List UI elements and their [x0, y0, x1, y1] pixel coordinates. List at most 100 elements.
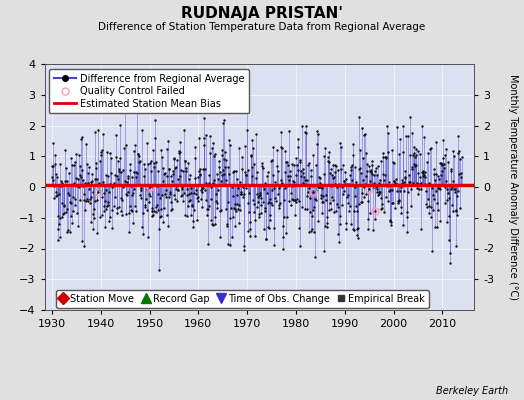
Point	[294, 136, 303, 142]
Point	[81, 180, 90, 186]
Point	[379, 170, 387, 177]
Point	[114, 175, 122, 182]
Point	[345, 203, 354, 210]
Point	[90, 215, 99, 222]
Point	[367, 157, 376, 164]
Point	[306, 209, 314, 216]
Point	[343, 181, 351, 187]
Point	[229, 169, 237, 175]
Point	[451, 242, 460, 249]
Point	[151, 135, 159, 142]
Point	[355, 114, 364, 120]
Point	[215, 158, 223, 164]
Point	[323, 154, 332, 160]
Point	[446, 250, 454, 257]
Point	[56, 215, 64, 222]
Point	[107, 206, 116, 213]
Point	[84, 198, 92, 204]
Point	[161, 181, 170, 188]
Point	[211, 221, 219, 227]
Point	[265, 225, 274, 231]
Point	[274, 202, 282, 208]
Point	[156, 195, 164, 201]
Point	[286, 168, 294, 174]
Point	[112, 154, 121, 160]
Point	[160, 171, 168, 178]
Point	[250, 217, 259, 223]
Point	[71, 196, 80, 202]
Point	[174, 150, 183, 156]
Point	[311, 197, 320, 204]
Point	[230, 168, 238, 174]
Point	[213, 205, 222, 211]
Point	[438, 161, 446, 167]
Point	[241, 143, 249, 150]
Point	[195, 135, 203, 141]
Point	[373, 188, 381, 195]
Point	[300, 174, 308, 180]
Point	[265, 217, 274, 224]
Point	[274, 191, 282, 198]
Point	[96, 158, 104, 164]
Point	[221, 164, 229, 170]
Point	[349, 152, 357, 158]
Point	[449, 178, 457, 184]
Point	[50, 195, 59, 202]
Point	[128, 208, 136, 214]
Point	[344, 200, 353, 206]
Point	[389, 200, 397, 206]
Point	[389, 178, 398, 184]
Point	[261, 236, 270, 242]
Point	[322, 196, 330, 203]
Point	[106, 214, 114, 220]
Point	[324, 149, 333, 155]
Point	[224, 199, 232, 206]
Point	[141, 201, 149, 208]
Point	[140, 204, 149, 210]
Point	[363, 161, 371, 168]
Point	[399, 123, 408, 129]
Point	[116, 121, 124, 128]
Text: Berkeley Earth: Berkeley Earth	[436, 386, 508, 396]
Point	[444, 159, 452, 165]
Point	[252, 131, 260, 137]
Point	[444, 190, 452, 196]
Point	[421, 181, 430, 187]
Point	[415, 181, 423, 188]
Point	[69, 182, 77, 188]
Point	[117, 207, 126, 214]
Point	[338, 183, 346, 190]
Point	[411, 154, 419, 161]
Point	[205, 132, 214, 139]
Point	[242, 185, 250, 192]
Point	[314, 218, 322, 225]
Point	[276, 183, 285, 189]
Point	[454, 150, 462, 156]
Point	[231, 206, 239, 212]
Point	[221, 148, 230, 155]
Point	[431, 177, 439, 183]
Point	[247, 153, 255, 159]
Point	[322, 192, 330, 198]
Point	[344, 192, 352, 198]
Text: RUDNAJA PRISTAN': RUDNAJA PRISTAN'	[181, 6, 343, 21]
Point	[325, 206, 334, 213]
Point	[153, 183, 161, 189]
Point	[260, 186, 268, 192]
Point	[436, 160, 445, 166]
Point	[186, 196, 194, 203]
Point	[416, 174, 424, 180]
Point	[308, 212, 316, 219]
Point	[89, 226, 97, 232]
Y-axis label: Monthly Temperature Anomaly Difference (°C): Monthly Temperature Anomaly Difference (…	[508, 74, 518, 300]
Point	[331, 168, 340, 175]
Point	[368, 171, 377, 178]
Point	[105, 218, 113, 224]
Point	[181, 158, 189, 164]
Point	[73, 183, 81, 190]
Point	[170, 192, 179, 198]
Point	[198, 204, 206, 210]
Point	[299, 180, 307, 186]
Point	[236, 179, 244, 185]
Point	[87, 219, 95, 225]
